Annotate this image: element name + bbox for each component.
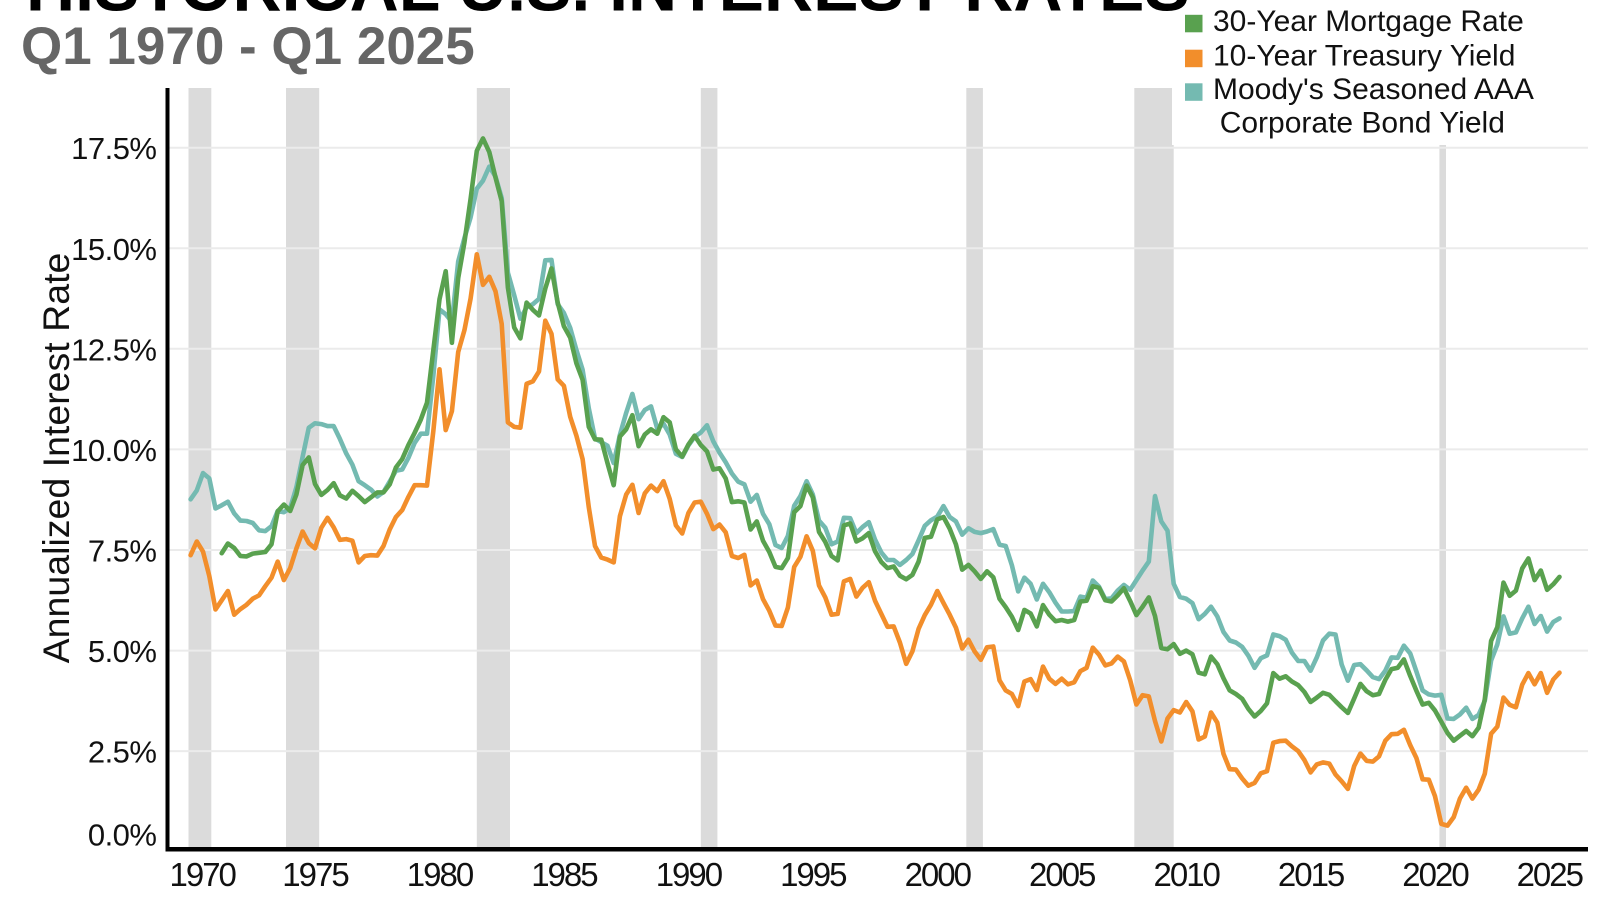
svg-text:1975: 1975 xyxy=(282,856,348,893)
svg-text:7.5%: 7.5% xyxy=(88,534,157,569)
svg-text:2005: 2005 xyxy=(1029,856,1095,893)
svg-text:2010: 2010 xyxy=(1153,856,1220,893)
svg-text:12.5%: 12.5% xyxy=(71,332,156,367)
svg-text:1980: 1980 xyxy=(407,856,474,893)
svg-text:15.0%: 15.0% xyxy=(71,232,156,267)
svg-text:1985: 1985 xyxy=(531,856,597,893)
svg-text:Corporate Bond Yield: Corporate Bond Yield xyxy=(1220,107,1505,140)
svg-text:1990: 1990 xyxy=(656,856,723,893)
svg-text:30-Year Mortgage Rate: 30-Year Mortgage Rate xyxy=(1213,5,1524,38)
svg-text:2015: 2015 xyxy=(1278,856,1344,893)
svg-text:2.5%: 2.5% xyxy=(88,735,157,770)
svg-text:1970: 1970 xyxy=(170,856,237,893)
svg-text:HISTORICAL U.S. INTEREST RATES: HISTORICAL U.S. INTEREST RATES xyxy=(26,0,1190,26)
svg-text:2000: 2000 xyxy=(905,856,972,893)
svg-text:0.0%: 0.0% xyxy=(88,818,157,853)
svg-text:5.0%: 5.0% xyxy=(88,634,157,669)
svg-text:10.0%: 10.0% xyxy=(71,433,156,468)
svg-text:Annualized Interest Rate: Annualized Interest Rate xyxy=(35,253,77,664)
svg-text:Q1 1970 - Q1 2025: Q1 1970 - Q1 2025 xyxy=(21,17,475,76)
svg-text:Moody's Seasoned AAA: Moody's Seasoned AAA xyxy=(1213,73,1534,106)
svg-text:1995: 1995 xyxy=(780,856,846,893)
svg-text:17.5%: 17.5% xyxy=(71,131,156,166)
svg-text:10-Year Treasury Yield: 10-Year Treasury Yield xyxy=(1213,40,1515,73)
svg-text:2020: 2020 xyxy=(1402,856,1469,893)
svg-text:2025: 2025 xyxy=(1517,856,1583,893)
